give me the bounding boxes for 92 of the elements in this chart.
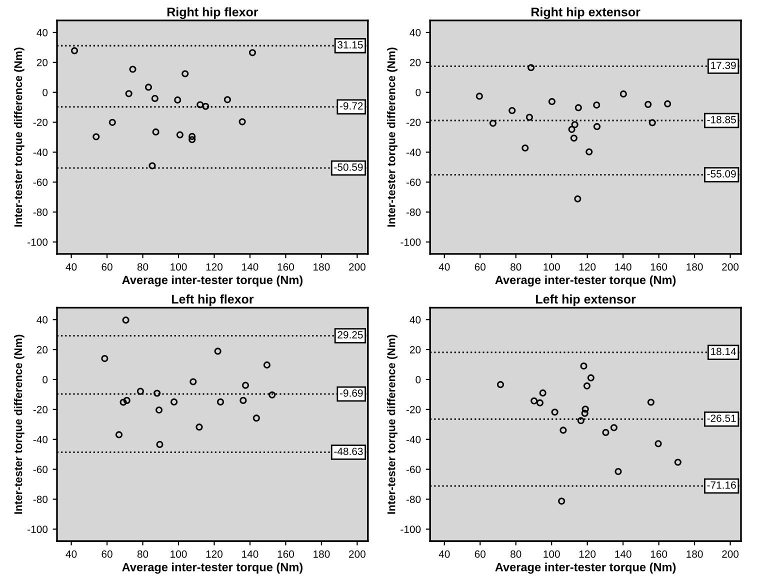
x-axis-title: Average inter-tester torque (Nm) [122,562,303,574]
x-axis-title: Average inter-tester torque (Nm) [495,562,676,574]
y-tick-label: -80 [33,496,48,504]
chart-title: Right hip extensor [532,7,640,19]
x-tick-label: 40 [66,263,77,271]
x-tick-label: 80 [137,263,148,271]
x-tick-label: 140 [615,263,632,271]
y-tick-label: -60 [33,466,48,474]
y-tick-label: -100 [28,238,48,246]
x-tick-label: 80 [510,263,522,271]
y-tick-label: 20 [36,58,48,66]
ref-line-label: -9.72 [340,102,363,110]
x-tick-label: 180 [314,550,330,558]
x-tick-label: 100 [170,550,187,558]
x-tick-label: 200 [722,550,739,558]
x-tick-label: 60 [474,550,486,558]
y-tick-label: 0 [42,376,48,384]
y-tick-label: 40 [410,316,421,324]
y-tick-label: -60 [406,466,421,474]
y-tick-label: 0 [416,88,421,96]
y-tick-label: 40 [36,316,48,324]
y-tick-label: -20 [406,406,421,414]
y-tick-label: 20 [410,346,421,354]
ref-line-label: -55.09 [707,170,736,178]
x-tick-label: 160 [650,550,668,558]
y-tick-label: -40 [33,436,48,444]
ref-line-label: 18.14 [711,348,736,356]
x-tick-label: 200 [349,550,366,558]
x-tick-label: 60 [102,263,112,271]
y-tick-label: -100 [400,238,421,246]
y-tick-label: -40 [406,436,421,444]
x-tick-label: 160 [278,263,294,271]
y-tick-label: -40 [33,148,48,156]
x-tick-label: 100 [170,263,187,271]
ref-line-label: 29.25 [338,331,363,339]
x-tick-label: 160 [278,550,294,558]
y-tick-label: -60 [33,178,48,186]
y-axis-title: Inter-tester torque difference (Nm) [387,334,398,514]
x-tick-label: 40 [66,550,77,558]
y-tick-label: -60 [406,178,421,186]
y-tick-label: 0 [42,88,48,96]
y-tick-label: 20 [410,58,421,66]
y-tick-label: -100 [400,526,421,534]
chart-title: Left hip flexor [172,294,254,306]
ref-line-label: -50.59 [334,163,363,171]
ref-line-label: -71.16 [707,481,736,489]
x-tick-label: 60 [102,550,112,558]
y-tick-label: -20 [33,118,48,126]
x-tick-label: 160 [650,263,668,271]
ref-line-label: 17.39 [711,62,736,70]
ref-line-label: -18.85 [707,116,736,124]
y-tick-label: -20 [33,406,48,414]
y-tick-label: -100 [28,526,48,534]
y-axis-title: Inter-tester torque difference (Nm) [14,48,24,227]
x-tick-label: 120 [206,550,223,558]
y-tick-label: -40 [406,148,421,156]
chart-title: Right hip flexor [167,7,258,19]
x-tick-label: 180 [314,263,330,271]
y-tick-label: 0 [416,376,421,384]
y-axis-title: Inter-tester torque difference (Nm) [387,48,398,227]
x-tick-label: 120 [579,550,596,558]
x-tick-label: 100 [544,550,560,558]
y-tick-label: -80 [406,496,421,504]
x-axis-title: Average inter-tester torque (Nm) [122,275,303,287]
x-tick-label: 140 [242,263,258,271]
ref-line-label: -48.63 [334,448,363,456]
x-tick-label: 60 [474,263,486,271]
x-tick-label: 120 [579,263,596,271]
x-tick-label: 180 [686,263,703,271]
ref-line-label: 31.15 [338,41,363,48]
y-tick-label: -80 [33,208,48,216]
x-tick-label: 200 [722,263,739,271]
x-tick-label: 100 [544,263,560,271]
y-tick-label: -80 [406,208,421,216]
x-tick-label: 80 [137,550,148,558]
x-axis-title: Average inter-tester torque (Nm) [495,275,676,287]
x-tick-label: 80 [510,550,522,558]
y-axis-title: Inter-tester torque difference (Nm) [14,334,24,514]
x-tick-label: 120 [206,263,223,271]
x-tick-label: 40 [438,550,450,558]
y-tick-label: 40 [410,28,421,36]
y-tick-label: -20 [406,118,421,126]
x-tick-label: 200 [349,263,366,271]
y-tick-label: 40 [36,28,48,36]
x-tick-label: 140 [615,550,632,558]
ref-line-label: -9.69 [340,389,363,397]
y-tick-label: 20 [36,346,48,354]
x-tick-label: 140 [242,550,258,558]
x-tick-label: 40 [438,263,450,271]
x-tick-label: 180 [686,550,703,558]
ref-line-label: -26.51 [707,414,736,422]
chart-title: Left hip extensor [536,294,636,306]
